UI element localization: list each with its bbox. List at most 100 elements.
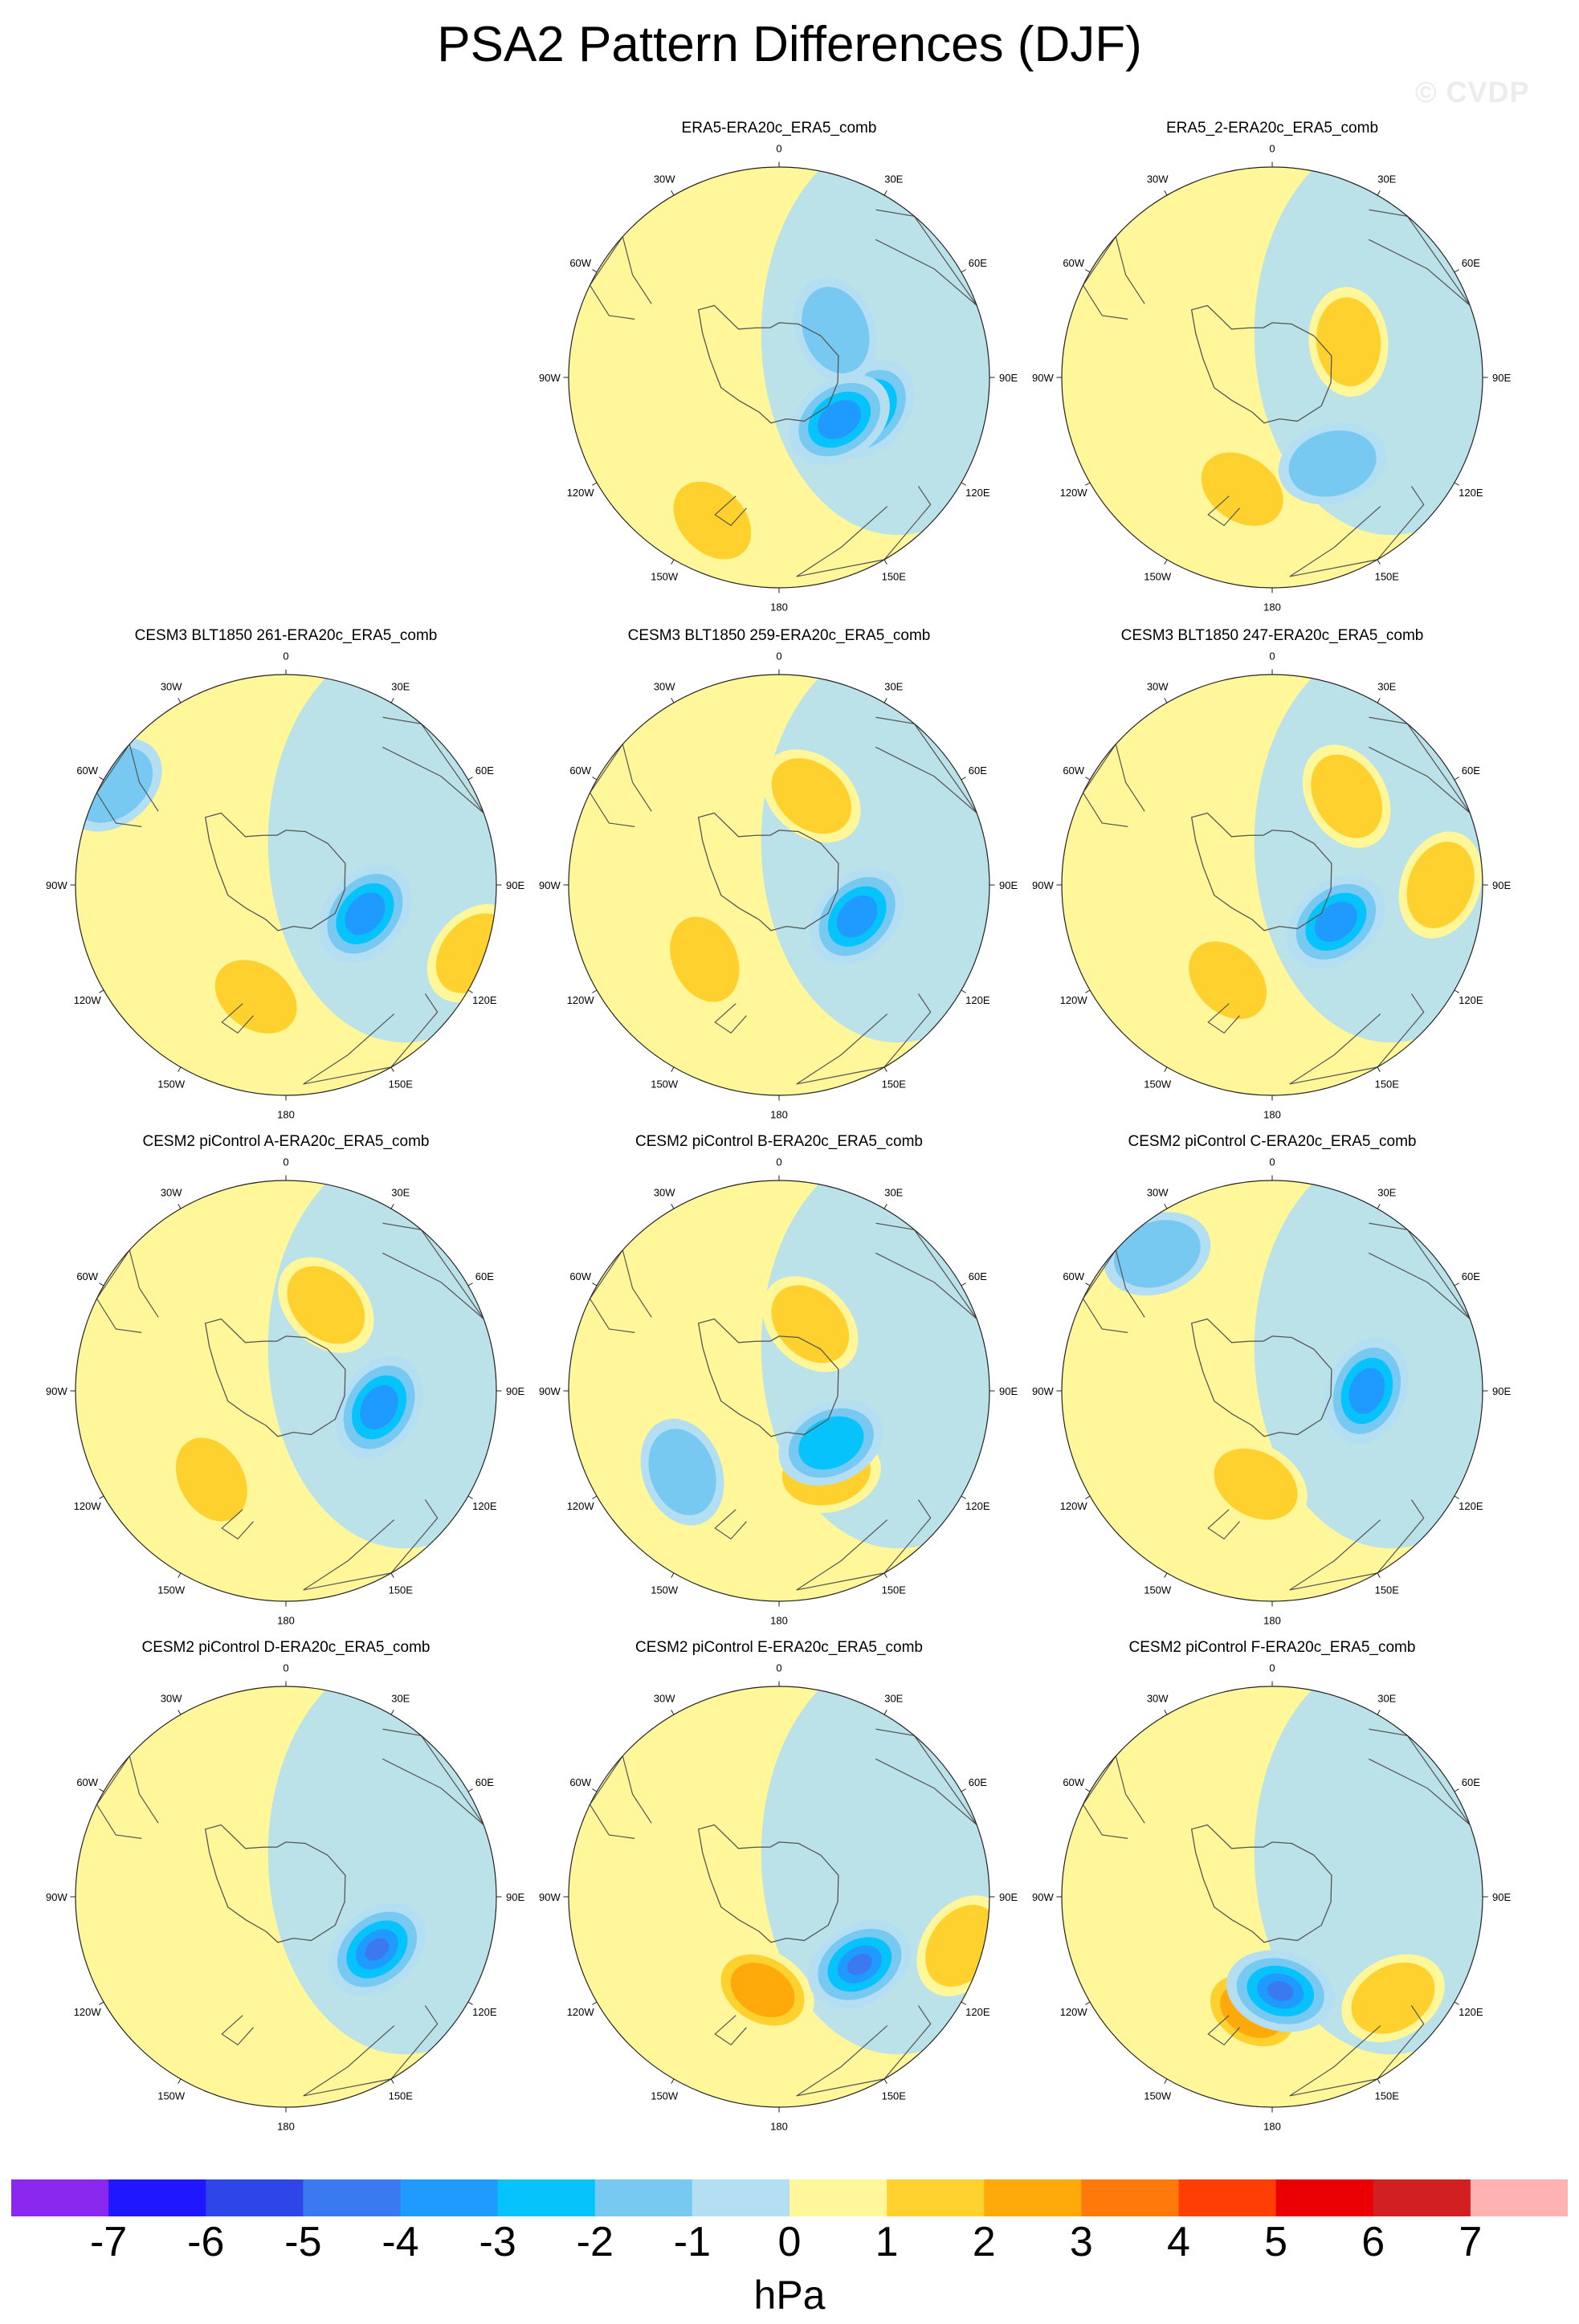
longitude-label: 90W — [1032, 1891, 1054, 1903]
longitude-label: 120E — [965, 2006, 990, 2018]
longitude-tick — [1454, 1788, 1459, 1792]
longitude-label: 90W — [1032, 1385, 1054, 1397]
longitude-label: 150W — [157, 2090, 186, 2102]
longitude-tick — [1377, 2078, 1381, 2084]
coastline — [1082, 235, 1145, 320]
longitude-label: 180 — [770, 1615, 788, 1627]
longitude-label: 150W — [651, 1078, 679, 1090]
longitude-label: 90W — [46, 1385, 67, 1397]
longitude-label: 0 — [776, 142, 781, 154]
longitude-label: 90E — [506, 1891, 524, 1903]
longitude-label: 90E — [506, 1385, 524, 1397]
longitude-tick — [592, 1495, 598, 1499]
negative-band — [761, 675, 989, 1043]
positive-contour — [771, 758, 851, 834]
longitude-label: 0 — [1269, 1156, 1275, 1168]
longitude-label: 60E — [969, 257, 987, 269]
coastline — [589, 1249, 652, 1333]
longitude-tick — [671, 698, 675, 703]
positive-contour — [1201, 452, 1283, 526]
longitude-tick — [1377, 1572, 1381, 1578]
longitude-label: 150E — [882, 1584, 907, 1596]
longitude-tick — [177, 1572, 182, 1578]
longitude-tick — [671, 1710, 675, 1715]
negative-band — [267, 1686, 496, 2055]
map-panel: CESM2 piControl E-ERA20c_ERA5_comb 0 30E 60… — [538, 1638, 1020, 2136]
longitude-label: 90E — [1492, 1891, 1511, 1903]
longitude-label: 90W — [539, 372, 561, 384]
coastline — [221, 2015, 254, 2046]
antarctica-coastline — [1190, 1318, 1332, 1437]
longitude-tick — [1085, 1282, 1091, 1286]
longitude-tick — [390, 1710, 394, 1715]
colorbar-swatch — [887, 2179, 985, 2216]
longitude-tick — [1164, 1710, 1168, 1715]
longitude-label: 120W — [1060, 2006, 1088, 2018]
watermark: © CVDP — [1415, 75, 1530, 108]
longitude-label: 30W — [1147, 173, 1169, 186]
longitude-tick — [390, 2078, 394, 2084]
longitude-label: 120E — [965, 1500, 990, 1512]
longitude-label: 150W — [157, 1584, 186, 1596]
colorbar-swatch — [400, 2179, 499, 2216]
longitude-label: 150E — [1375, 1078, 1400, 1090]
longitude-label: 0 — [283, 650, 288, 662]
longitude-label: 150W — [651, 2090, 679, 2102]
longitude-tick — [961, 1282, 966, 1286]
map-panel: CESM3 BLT1850 259-ERA20c_ERA5_comb 0 30E 60… — [538, 626, 1020, 1124]
longitude-label: 180 — [770, 1109, 788, 1121]
longitude-tick — [467, 777, 473, 781]
polar-map: 0 30E 60E 90E 120E 150E 180 150W 120W 90W 60W 30W — [46, 650, 524, 1120]
polar-map: 0 30E 60E 90E 120E 150E 180 150W 120W 90W 60W 30W — [1032, 1661, 1511, 2132]
longitude-tick — [1454, 2001, 1459, 2005]
longitude-tick — [467, 1495, 473, 1499]
panel-title: CESM2 piControl D-ERA20c_ERA5_comb — [141, 1639, 430, 1656]
colorbar-tick-label: -4 — [381, 2219, 419, 2265]
longitude-tick — [961, 1788, 966, 1792]
page-title: PSA2 Pattern Differences (DJF) — [437, 17, 1142, 72]
positive-contour — [1351, 1962, 1435, 2034]
longitude-label: 30E — [1377, 1693, 1396, 1705]
longitude-label: 60W — [76, 764, 98, 777]
coastline — [1082, 1249, 1145, 1333]
longitude-tick — [883, 698, 887, 703]
colorbar-tick-label: -3 — [479, 2219, 516, 2265]
longitude-tick — [1164, 190, 1168, 196]
longitude-label: 180 — [770, 601, 788, 614]
coastline — [1082, 1755, 1145, 1839]
negative-contour — [818, 400, 862, 439]
positive-contour — [214, 960, 297, 1034]
colorbar-units: hPa — [753, 2273, 826, 2318]
longitude-label: 150E — [1375, 570, 1400, 582]
longitude-tick — [99, 989, 104, 993]
longitude-label: 90W — [539, 1385, 561, 1397]
map-panel: CESM2 piControl A-ERA20c_ERA5_comb 0 30E 60… — [45, 1132, 527, 1630]
longitude-label: 120E — [472, 2006, 497, 2018]
longitude-label: 150E — [1375, 1584, 1400, 1596]
polar-map: 0 30E 60E 90E 120E 150E 180 150W 120W 90W 60W 30W — [46, 1661, 524, 2132]
longitude-tick — [592, 989, 598, 993]
longitude-label: 60W — [1063, 764, 1084, 777]
longitude-label: 30E — [1377, 1187, 1396, 1199]
negative-contour — [836, 895, 878, 938]
longitude-label: 90W — [46, 879, 67, 891]
longitude-tick — [1377, 698, 1381, 703]
coastline — [1289, 486, 1425, 577]
coastline — [714, 495, 747, 527]
negative-contour — [360, 1384, 398, 1430]
longitude-tick — [592, 269, 598, 273]
longitude-tick — [671, 1066, 675, 1072]
negative-band — [267, 675, 496, 1043]
longitude-label: 0 — [776, 1661, 781, 1674]
colorbar-swatch — [206, 2179, 304, 2216]
longitude-tick — [1377, 1710, 1381, 1715]
longitude-tick — [883, 1066, 887, 1072]
negative-band — [267, 1180, 496, 1549]
longitude-tick — [390, 1204, 394, 1209]
longitude-label: 90E — [1492, 372, 1511, 384]
map-panel: CESM2 piControl B-ERA20c_ERA5_comb 0 30E 60… — [538, 1132, 1020, 1630]
longitude-tick — [671, 559, 675, 565]
negative-contour — [798, 1416, 864, 1470]
longitude-label: 150W — [1144, 2090, 1172, 2102]
longitude-label: 90E — [999, 1891, 1018, 1903]
